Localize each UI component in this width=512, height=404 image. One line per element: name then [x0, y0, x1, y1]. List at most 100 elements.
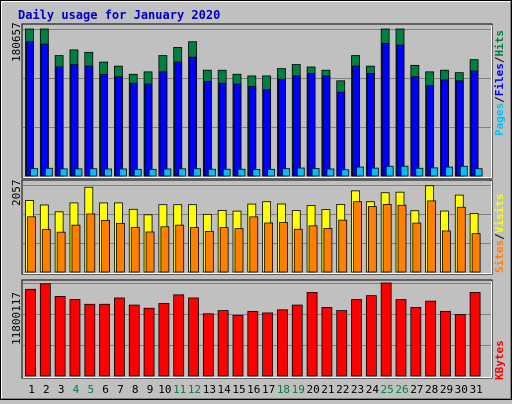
sites-bar-day-22	[338, 219, 348, 273]
day-label-27: 27	[410, 383, 423, 396]
sites-bar-day-17	[264, 222, 274, 273]
sites-bar-day-9	[145, 231, 155, 273]
day-label-29: 29	[440, 383, 453, 396]
day-label-31: 31	[469, 383, 482, 396]
day-label-1: 1	[28, 383, 35, 396]
day-label-19: 19	[292, 383, 305, 396]
legend-files: Files	[493, 63, 506, 96]
pages-bar-day-19	[296, 167, 305, 177]
pages-bar-day-25	[385, 165, 394, 177]
sites-bar-day-28	[427, 200, 437, 273]
kbytes-bar-day-20	[306, 292, 318, 377]
sites-bar-day-1	[27, 216, 36, 273]
kbytes-bar-day-11	[173, 294, 185, 377]
pages-bar-day-28	[430, 167, 439, 177]
files-bar-day-18	[278, 78, 286, 177]
kbytes-bar-day-13	[202, 313, 214, 377]
files-bar-day-11	[174, 61, 183, 177]
pages-bar-day-20	[311, 168, 320, 177]
sites-bar-day-30	[456, 206, 466, 273]
files-bar-day-20	[307, 73, 316, 177]
files-bar-day-19	[292, 75, 301, 177]
kbytes-bar-day-18	[277, 309, 288, 377]
files-bar-day-16	[248, 86, 257, 177]
kbytes-bar-day-15	[232, 314, 244, 377]
files-bar-day-28	[426, 85, 435, 177]
files-bar-day-15	[233, 83, 242, 177]
sites-bar-day-7	[116, 222, 125, 273]
legend-visits-sites: Sites/Visits	[493, 194, 506, 274]
pages-bar-day-30	[459, 165, 468, 177]
day-label-26: 26	[395, 383, 408, 396]
files-bar-day-10	[159, 71, 168, 177]
kbytes-bar-day-21	[321, 307, 333, 377]
pages-bar-day-9	[148, 168, 157, 177]
pages-bar-day-17	[267, 168, 276, 177]
sites-bar-day-15	[234, 228, 244, 273]
day-label-22: 22	[336, 383, 349, 396]
pages-bar-day-16	[252, 169, 261, 177]
kbytes-bar-day-30	[454, 314, 466, 377]
kbytes-bar-day-6	[99, 303, 110, 377]
kbytes-bar-day-1	[25, 288, 36, 377]
kbytes-bar-day-24	[365, 295, 377, 377]
day-label-8: 8	[132, 383, 139, 396]
kbytes-bar-day-27	[410, 307, 422, 377]
pages-bar-day-27	[415, 167, 424, 177]
files-bar-day-24	[366, 73, 375, 177]
sites-bar-day-16	[249, 216, 259, 273]
pages-bar-day-6	[104, 168, 112, 177]
pages-bar-day-22	[341, 169, 350, 177]
visits-max-label: 2057	[10, 180, 23, 207]
files-bar-day-26	[396, 44, 405, 177]
pages-bar-day-5	[89, 168, 98, 177]
kbytes-bar-day-4	[69, 299, 81, 377]
sites-bar-day-6	[101, 220, 110, 273]
sites-bar-day-5	[86, 213, 96, 273]
sites-bar-day-24	[367, 206, 377, 273]
kbytes-bar-day-25	[380, 282, 392, 377]
pages-bar-day-8	[133, 168, 142, 177]
pages-bar-day-13	[207, 168, 216, 177]
files-bar-day-2	[40, 43, 49, 177]
pages-bar-day-26	[400, 165, 409, 177]
pages-bar-day-7	[119, 168, 127, 177]
pages-bar-day-23	[356, 166, 364, 177]
sites-bar-day-19	[293, 228, 303, 273]
kbytes-bar-day-29	[440, 310, 451, 377]
kbytes-bar-day-17	[262, 312, 274, 377]
day-label-20: 20	[306, 383, 319, 396]
day-label-21: 21	[321, 383, 334, 396]
day-label-18: 18	[277, 383, 290, 396]
day-label-28: 28	[425, 383, 438, 396]
sites-bar-day-20	[308, 225, 318, 273]
day-label-3: 3	[58, 383, 65, 396]
day-label-5: 5	[87, 383, 94, 396]
day-label-23: 23	[351, 383, 364, 396]
kbytes-bar-day-26	[395, 299, 407, 377]
legend-sites: Sites	[493, 240, 506, 273]
day-labels: 1 2 3 4 5 6 7 8 9 10 11 12 13 14 15 16 17 18 19 20 21 22 23 24 2…	[28, 383, 483, 396]
legend-visits: Visits	[493, 194, 506, 234]
files-bar-day-23	[352, 65, 360, 177]
files-bar-day-8	[129, 82, 138, 177]
day-label-11: 11	[173, 383, 186, 396]
day-label-25: 25	[381, 383, 394, 396]
day-label-24: 24	[366, 383, 380, 396]
pages-bar-day-12	[193, 168, 201, 177]
day-label-12: 12	[188, 383, 201, 396]
legend-pages: Pages	[493, 103, 506, 136]
legend-kbytes: KBytes	[493, 340, 506, 380]
kbytes-bar-day-10	[158, 303, 170, 377]
files-bar-day-6	[100, 73, 108, 177]
sites-bar-day-11	[175, 224, 185, 273]
hits-max-label: 180657	[10, 22, 23, 62]
pages-bar-day-1	[30, 168, 38, 177]
legend-sep-2: /	[493, 56, 506, 63]
sites-bar-day-13	[204, 230, 214, 273]
kbytes-bar-day-28	[425, 300, 437, 377]
sites-bar-day-12	[190, 227, 199, 273]
day-label-15: 15	[232, 383, 245, 396]
kbytes-bar-day-16	[247, 310, 259, 377]
